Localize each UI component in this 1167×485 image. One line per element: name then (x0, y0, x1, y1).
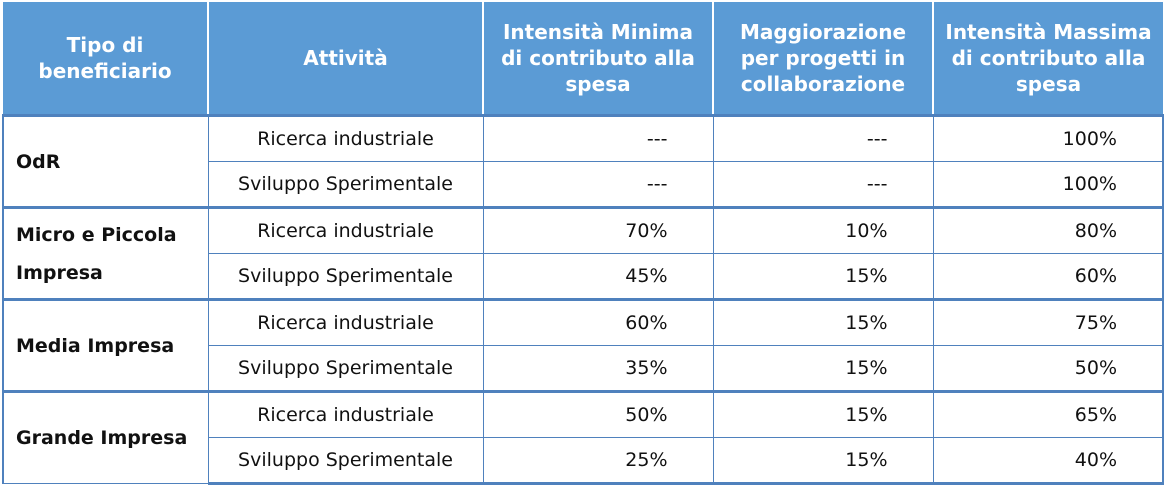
value-cell: 100% (932, 114, 1164, 162)
table-row: Micro e Piccola Impresa Ricerca industria… (2, 206, 1164, 300)
activity-cell: Ricerca industriale (207, 206, 484, 254)
value-cell: 40% (932, 437, 1164, 485)
header-cell: Attività (207, 2, 483, 116)
activity-cell: Ricerca industriale (207, 390, 484, 438)
value-cell: 15% (712, 253, 934, 301)
beneficiary-cell: Micro e Piccola Impresa (2, 206, 209, 300)
value-cell: 15% (712, 298, 934, 346)
value-cell: 60% (482, 298, 714, 346)
header-cell: Intensità Minima di contributo alla spes… (482, 2, 713, 116)
value-cell: 60% (932, 253, 1164, 301)
header-cell: Maggiorazione per progetti in collaboraz… (712, 2, 933, 116)
value-cell: 45% (482, 253, 714, 301)
table-row: Media Impresa Ricerca industriale 60% 15% 75… (2, 298, 1164, 392)
activity-cell: Sviluppo Sperimentale (207, 253, 484, 301)
value-cell: 15% (712, 345, 934, 393)
value-cell: 35% (482, 345, 714, 393)
table-row: Grande Impresa Ricerca industriale 50% 15% 6… (2, 390, 1164, 484)
table-row: Sviluppo Sperimentale 45% 15% 60% (3, 253, 1164, 301)
activity-cell: Ricerca industriale (207, 298, 484, 346)
value-cell: 100% (932, 161, 1164, 209)
activity-cell: Sviluppo Sperimentale (207, 345, 484, 393)
value-cell: 25% (482, 437, 714, 485)
header-cell: Intensità Massima di contributo alla spe… (932, 2, 1163, 116)
beneficiary-cell: Media Impresa (2, 298, 209, 392)
value-cell: 50% (482, 390, 714, 438)
activity-cell: Ricerca industriale (207, 114, 484, 162)
activity-cell: Sviluppo Sperimentale (207, 161, 484, 209)
beneficiary-cell: OdR (2, 114, 209, 208)
value-cell: 70% (482, 206, 714, 254)
header-cell: Tipo di beneficiario (3, 2, 208, 116)
value-cell: 50% (932, 345, 1164, 393)
value-cell: 65% (932, 390, 1164, 438)
table-row: Sviluppo Sperimentale 25% 15% 40% (3, 437, 1164, 485)
beneficiary-cell: Grande Impresa (2, 390, 209, 484)
activity-cell: Sviluppo Sperimentale (207, 437, 484, 485)
table-row: Sviluppo Sperimentale --- --- 100% (3, 161, 1164, 209)
value-cell: --- (712, 114, 934, 162)
value-cell: --- (482, 114, 714, 162)
value-cell: 15% (712, 437, 934, 485)
header-row: Tipo di beneficiario Attività Intensità Mi… (3, 2, 1163, 116)
value-cell: --- (712, 161, 934, 209)
value-cell: 10% (712, 206, 934, 254)
value-cell: 80% (932, 206, 1164, 254)
table-row: Sviluppo Sperimentale 35% 15% 50% (3, 345, 1164, 393)
table-row: OdR Ricerca industriale --- --- 100% (2, 114, 1164, 208)
value-cell: --- (482, 161, 714, 209)
value-cell: 75% (932, 298, 1164, 346)
value-cell: 15% (712, 390, 934, 438)
table-body: OdR Ricerca industriale --- --- 100% Sviluppo… (2, 114, 1164, 485)
